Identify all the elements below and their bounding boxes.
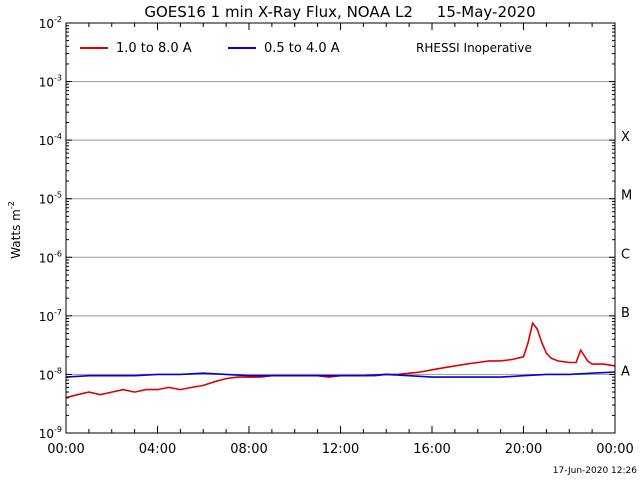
grid-lines bbox=[66, 81, 615, 375]
y-tick-label: 10-6 bbox=[39, 249, 62, 265]
y-tick-label: 10-8 bbox=[39, 366, 62, 382]
annotation-rhessi: RHESSI Inoperative bbox=[416, 41, 532, 55]
x-tick-label: 20:00 bbox=[505, 442, 542, 457]
series-lines bbox=[65, 321, 616, 399]
flare-class-label: A bbox=[621, 364, 630, 379]
x-tick-label: 00:00 bbox=[47, 442, 84, 457]
legend: 1.0 to 8.0 A 0.5 to 4.0 A RHESSI Inopera… bbox=[80, 41, 532, 56]
legend-label-long: 1.0 to 8.0 A bbox=[116, 41, 192, 56]
flare-class-label: M bbox=[621, 189, 632, 204]
y-axis-label: Watts m-2 bbox=[7, 201, 23, 259]
x-tick-label: 12:00 bbox=[322, 442, 359, 457]
y-tick-label: 10-3 bbox=[39, 74, 62, 90]
x-tick-label: 04:00 bbox=[139, 442, 176, 457]
y-tick-label: 10-9 bbox=[39, 425, 62, 441]
y-tick-label: 10-5 bbox=[39, 191, 62, 207]
legend-label-short: 0.5 to 4.0 A bbox=[264, 41, 340, 56]
series-line-0 bbox=[65, 321, 616, 399]
footer-timestamp: 17-Jun-2020 12:26 bbox=[553, 466, 637, 476]
x-tick-label: 16:00 bbox=[413, 442, 450, 457]
chart-title: GOES16 1 min X-Ray Flux, NOAA L2 15-May-… bbox=[144, 3, 535, 21]
x-axis: 00:00 04:00 08:00 12:00 16:00 20:00 00:00 bbox=[47, 23, 634, 457]
y-tick-label: 10-4 bbox=[39, 132, 62, 148]
x-tick-label: 08:00 bbox=[230, 442, 267, 457]
y-tick-label: 10-2 bbox=[39, 15, 62, 31]
series-line-1 bbox=[65, 371, 616, 378]
flare-class-label: B bbox=[621, 306, 630, 321]
flare-class-label: C bbox=[621, 247, 630, 262]
y-axis: 10-2 10-3 10-4 10-5 10-6 10-7 10-8 10-9 bbox=[39, 15, 615, 441]
x-tick-label: 00:00 bbox=[596, 442, 633, 457]
y-tick-label: 10-7 bbox=[39, 308, 62, 324]
plot-frame bbox=[65, 22, 616, 434]
flare-class-labels: X M C B A bbox=[621, 130, 632, 379]
flare-class-label: X bbox=[621, 130, 630, 145]
